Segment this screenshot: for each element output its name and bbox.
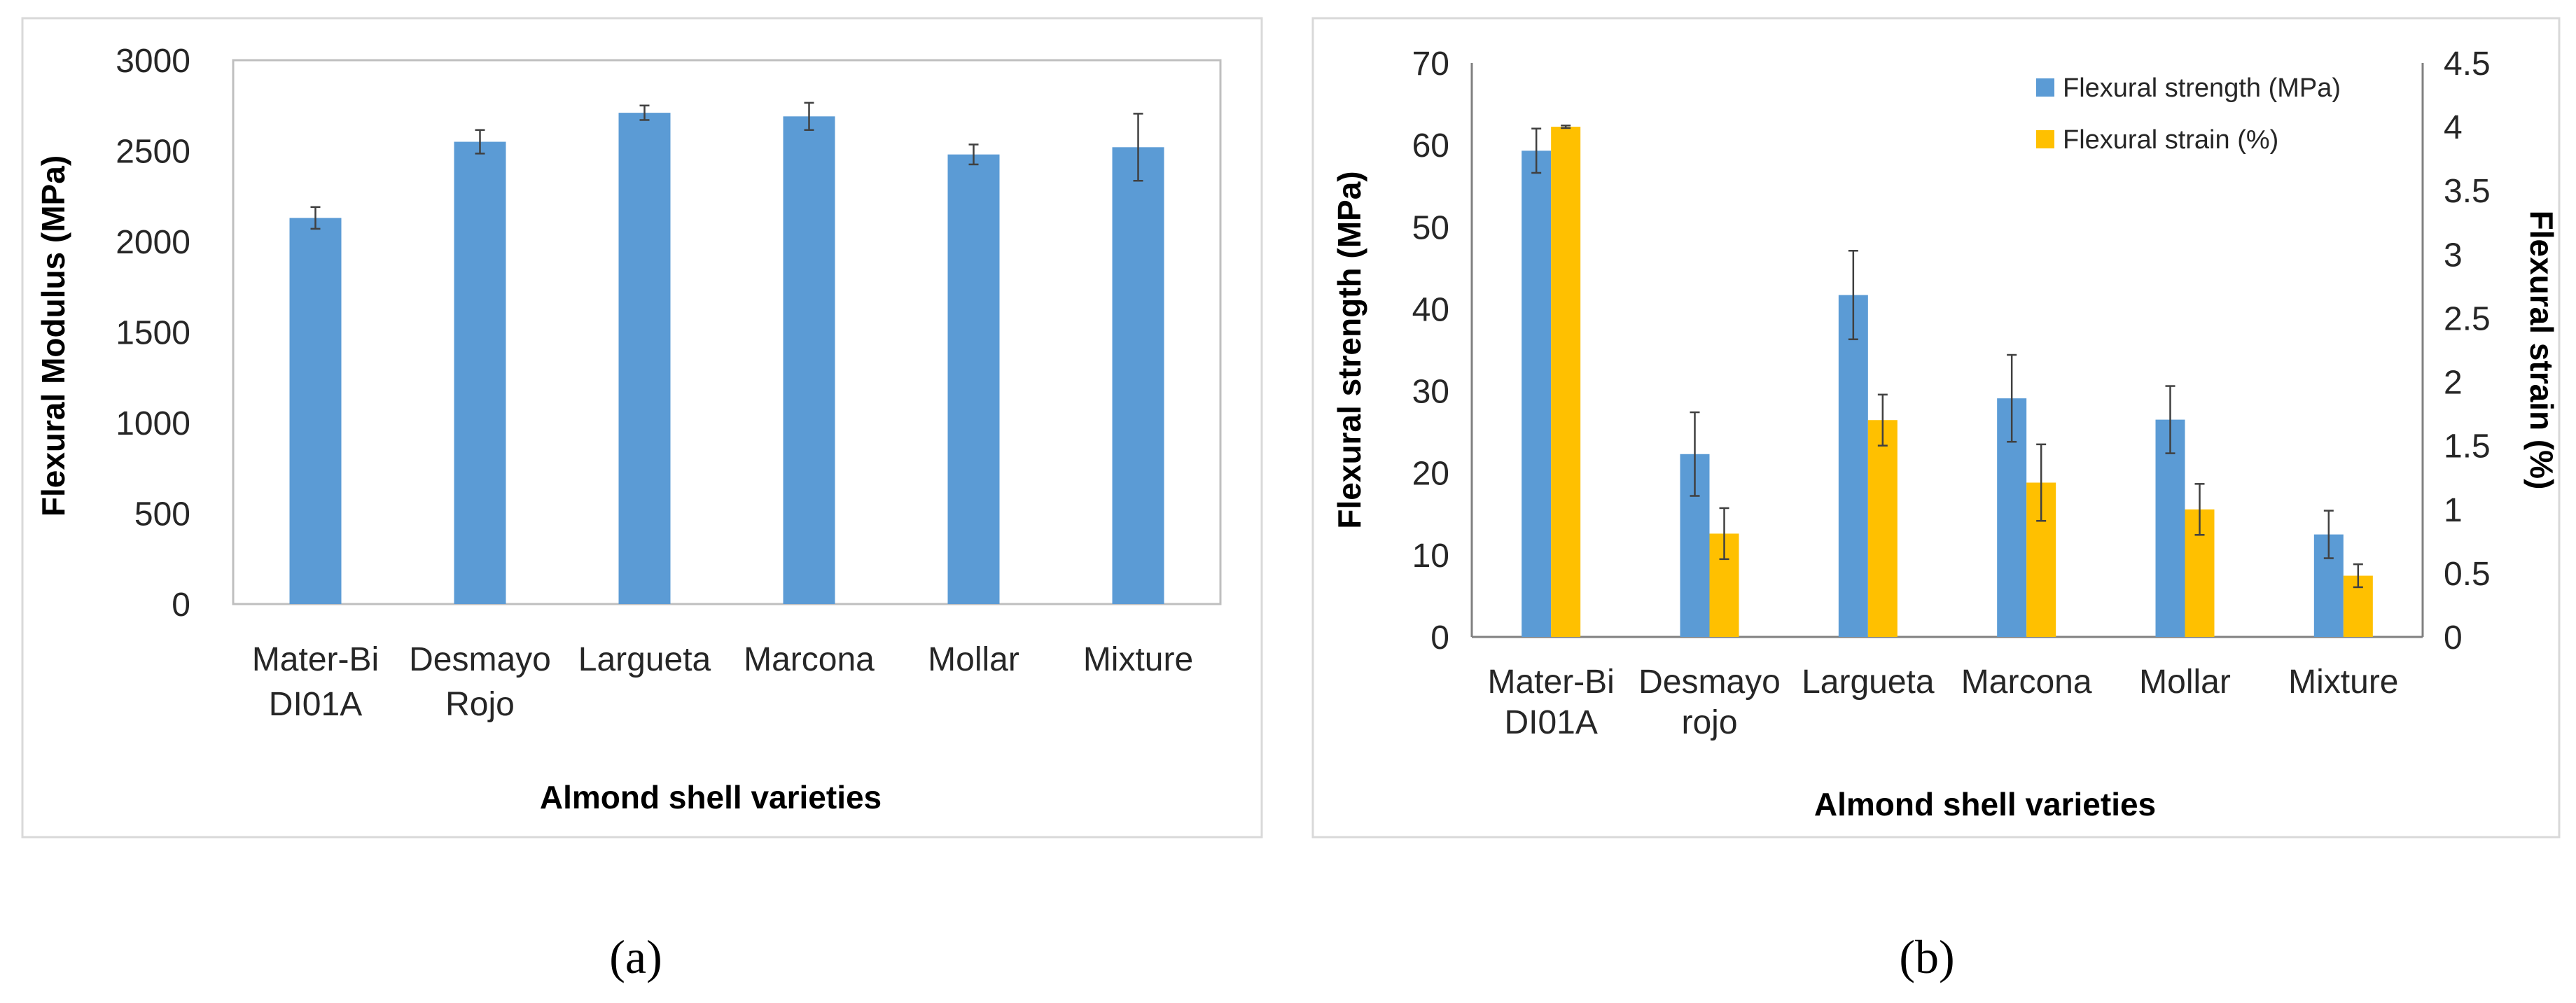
chart-b-left-y-tick-label: 0 — [1430, 619, 1449, 657]
chart-b-right-y-tick-label: 4.5 — [2444, 45, 2491, 83]
chart-b-frame — [1311, 17, 2561, 839]
chart-b-left-y-ticks: 0 10 20 30 40 50 60 70 — [1412, 45, 1449, 657]
chart-a-y-tick-label: 1500 — [116, 315, 190, 352]
chart-a-x-tick-label: Largueta — [578, 641, 711, 678]
chart-b-left-y-tick-label: 10 — [1412, 538, 1449, 575]
chart-a-plot-area — [232, 59, 1222, 605]
chart-a-x-axis-title: Almond shell varieties — [540, 779, 882, 815]
chart-a-x-tick-label: DI01A — [269, 686, 362, 723]
chart-b-left-y-tick-label: 60 — [1412, 127, 1449, 164]
chart-b-right-y-tick-label: 2.5 — [2444, 300, 2491, 337]
chart-a-y-tick-label: 1000 — [116, 405, 190, 442]
chart-a-bar — [1112, 147, 1164, 604]
chart-b-right-y-tick-label: 3 — [2444, 237, 2463, 274]
chart-a-error-bars — [310, 101, 1143, 230]
chart-a-bar — [454, 141, 506, 605]
chart-b-right-y-tick-label: 0 — [2444, 619, 2463, 657]
chart-b-strain-bar-error — [2194, 483, 2205, 536]
legend-label-strain: Flexural strain (%) — [2063, 125, 2278, 155]
chart-b-x-tick-label: Largueta — [1802, 664, 1935, 701]
chart-b-x-tick-label: DI01A — [1504, 704, 1597, 741]
chart-a-bar — [947, 154, 1000, 604]
chart-b-strength-bar-error — [1690, 411, 1700, 497]
chart-b-strain-bar-error — [1719, 507, 1729, 561]
chart-a-x-tick-label: Rojo — [445, 686, 515, 723]
chart-a-error-bar — [804, 101, 814, 131]
chart-b-left-y-tick-label: 40 — [1412, 291, 1449, 328]
chart-b-error-bars — [1531, 125, 2363, 589]
chart-b-strength-bar — [2155, 419, 2185, 637]
panel-label-a: (a) — [609, 930, 662, 983]
chart-a-error-bar — [968, 143, 979, 166]
chart-a-y-tick-label: 0 — [172, 587, 190, 624]
chart-b-legend: Flexural strength (MPa) Flexural strain … — [2036, 73, 2341, 155]
chart-b-x-tick-label: Mollar — [2139, 664, 2231, 701]
chart-b-strength-bar-error — [1531, 127, 1542, 174]
chart-b-strength-bar-error — [2165, 385, 2175, 454]
chart-a-x-tick-label: Mollar — [928, 641, 1019, 678]
chart-b-left-y-tick-label: 50 — [1412, 209, 1449, 246]
chart-b-x-tick-label: Marcona — [1961, 664, 2092, 701]
chart-a-bars — [289, 113, 1164, 605]
chart-a-y-tick-label: 2000 — [116, 224, 190, 261]
chart-a-y-ticks: 0 500 1000 1500 2000 2500 3000 — [116, 43, 190, 624]
chart-a-x-tick-label: Mixture — [1083, 641, 1193, 678]
chart-b-strength-bar-error — [2323, 510, 2334, 559]
chart-b-right-y-tick-label: 3.5 — [2444, 173, 2491, 210]
chart-a-bar — [783, 116, 835, 605]
legend-swatch-strain — [2036, 130, 2054, 148]
chart-b-strength-bar — [1838, 295, 1868, 637]
chart-a-x-tick-label: Marcona — [744, 641, 875, 678]
chart-a-error-bar — [639, 104, 650, 121]
chart-a-y-tick-label: 2500 — [116, 134, 190, 171]
chart-b-x-tick-label: Mixture — [2288, 664, 2398, 701]
chart-b-right-y-ticks: 0 0.5 1 1.5 2 2.5 3 3.5 4 4.5 — [2444, 45, 2491, 657]
chart-b-right-y-tick-label: 2 — [2444, 365, 2463, 402]
chart-b-strain-bar — [1867, 420, 1898, 637]
chart-b-strength-bar — [1522, 150, 1552, 638]
chart-b-x-axis-title: Almond shell varieties — [1814, 786, 2156, 822]
chart-a-x-tick-label: Desmayo — [409, 641, 551, 678]
chart-a-error-bar — [1133, 113, 1143, 182]
chart-a-y-axis-title: Flexural Modulus (MPa) — [35, 155, 71, 517]
chart-b-left-y-tick-label: 70 — [1412, 45, 1449, 83]
chart-b-right-y-tick-label: 1 — [2444, 492, 2463, 529]
chart-a: 0 500 1000 1500 2000 2500 3000 Mater-Bi DI01A De… — [21, 17, 1263, 839]
chart-b-right-y-tick-label: 4 — [2444, 109, 2463, 146]
chart-b-strain-bar-error — [2353, 563, 2363, 589]
chart-a-bar — [289, 218, 342, 605]
chart-a-bar — [618, 113, 671, 605]
chart-b: 0 10 20 30 40 50 60 70 0 0.5 1 1.5 2 2.5 3 3.5 4 4.5 Mat… — [1311, 17, 2561, 839]
chart-a-x-ticks: Mater-Bi DI01A Desmayo Rojo Largueta Marcona M… — [252, 641, 1193, 723]
chart-b-left-y-axis-title: Flexural strength (MPa) — [1331, 171, 1367, 528]
chart-b-x-tick-label: Desmayo — [1638, 664, 1781, 701]
chart-b-strength-bar-error — [1848, 250, 1858, 341]
chart-b-left-y-tick-label: 30 — [1412, 374, 1449, 411]
chart-b-strain-bar-error — [1561, 125, 1571, 129]
chart-a-error-bar — [475, 129, 485, 155]
chart-a-y-tick-label: 3000 — [116, 43, 190, 80]
panel-label-b: (b) — [1899, 930, 1954, 983]
chart-b-strain-bar — [1551, 127, 1581, 638]
chart-b-right-y-axis-title: Flexural strain (%) — [2523, 211, 2560, 490]
chart-a-error-bar — [310, 206, 321, 230]
chart-a-x-tick-label: Mater-Bi — [252, 641, 379, 678]
chart-b-left-y-tick-label: 20 — [1412, 456, 1449, 493]
chart-b-right-y-tick-label: 0.5 — [2444, 556, 2491, 593]
chart-a-y-tick-label: 500 — [134, 496, 190, 533]
legend-label-strength: Flexural strength (MPa) — [2063, 73, 2341, 103]
chart-b-strain-bar-error — [2036, 443, 2047, 522]
chart-b-strength-bar-error — [2007, 353, 2017, 443]
chart-b-strain-bar-error — [1877, 393, 1888, 447]
chart-b-right-y-tick-label: 1.5 — [2444, 428, 2491, 465]
legend-swatch-strength — [2036, 78, 2054, 97]
chart-b-x-tick-label: rojo — [1681, 704, 1737, 741]
chart-b-x-tick-label: Mater-Bi — [1487, 664, 1614, 701]
